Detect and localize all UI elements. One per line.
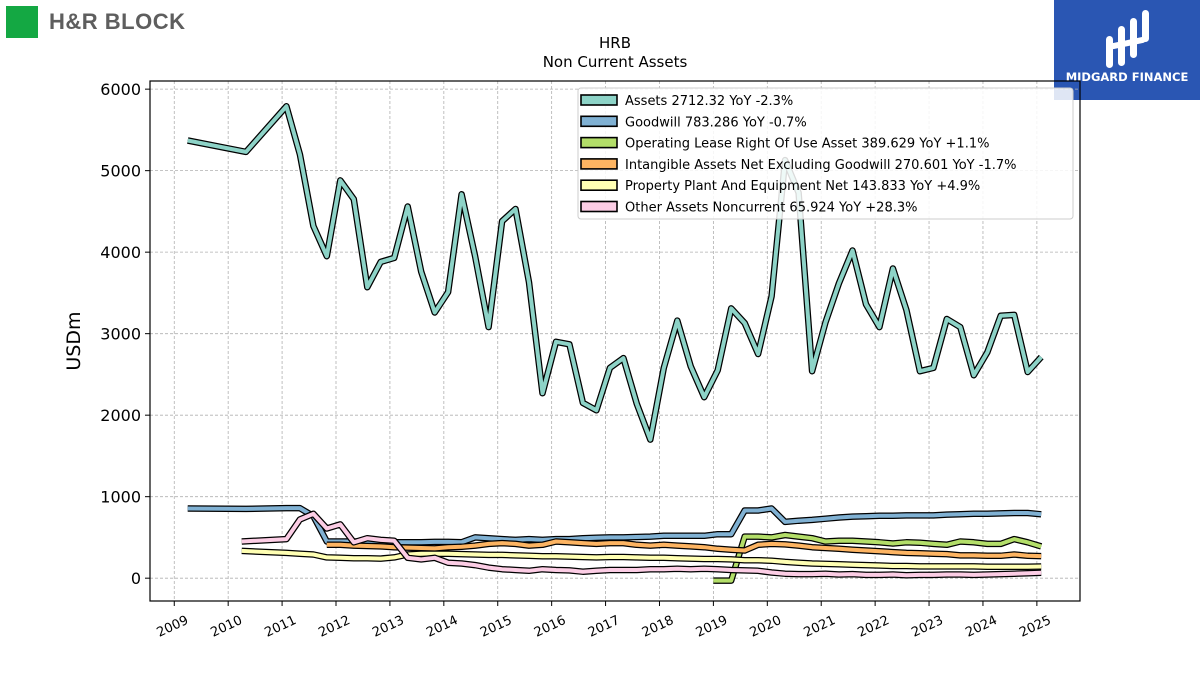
x-tick-label: 2017	[586, 613, 622, 641]
x-tick-label: 2024	[963, 613, 999, 641]
legend-box	[577, 87, 1074, 220]
legend-label: Assets 2712.32 YoY -2.3%	[625, 94, 793, 109]
x-tick-label: 2011	[262, 613, 298, 641]
x-tick-label: 2020	[748, 613, 784, 641]
series-2	[713, 531, 1043, 584]
x-tick-label: 2016	[532, 613, 568, 641]
series-line	[326, 539, 1042, 559]
legend-swatch	[580, 94, 618, 106]
x-tick-label: 2021	[802, 613, 838, 641]
x-tick-label: 2009	[155, 613, 191, 641]
midgard-emblem-icon	[1106, 10, 1149, 68]
legend-label: Intangible Assets Net Excluding Goodwill…	[625, 158, 1016, 173]
x-tick-label: 2023	[909, 613, 945, 641]
y-tick-label: 0	[131, 569, 141, 588]
x-tick-label: 2019	[694, 613, 730, 641]
y-axis: 0 1000 2000 3000 4000 5000 6000	[100, 80, 150, 588]
midgard-finance-logo-text: MIDGARD FINANCE	[1065, 70, 1189, 84]
series-5	[241, 510, 1042, 579]
legend-label: Property Plant And Equipment Net 143.833…	[625, 179, 980, 194]
y-tick-label: 2000	[100, 406, 141, 425]
y-tick-label: 4000	[100, 243, 141, 262]
legend-swatch	[580, 179, 618, 191]
legend-label: Other Assets Noncurrent 65.924 YoY +28.3…	[625, 201, 917, 216]
x-axis: 2009 2010 2011 2012 2013 2014 2015 2016 2017 2018…	[155, 601, 1054, 641]
legend-label: Goodwill 783.286 YoY -0.7%	[625, 115, 807, 130]
series-line	[241, 548, 1042, 569]
x-tick-label: 2014	[424, 613, 460, 641]
series-0	[187, 103, 1044, 443]
x-tick-label: 2022	[855, 613, 891, 641]
y-tick-label: 6000	[100, 80, 141, 99]
x-tick-label: 2013	[370, 613, 406, 641]
y-tick-label: 1000	[100, 488, 141, 507]
x-tick-label: 2010	[209, 613, 245, 641]
y-axis-label: USDm	[63, 311, 85, 370]
y-tick-label: 5000	[100, 162, 141, 181]
legend-swatch	[580, 158, 618, 170]
y-tick-label: 3000	[100, 325, 141, 344]
x-tick-label: 2018	[640, 613, 676, 641]
series-3	[326, 538, 1042, 560]
legend-swatch	[580, 115, 618, 128]
series-4	[241, 547, 1042, 571]
legend-swatch	[580, 200, 618, 213]
hr-block-logo-text: H&R BLOCK	[49, 9, 186, 34]
hr-block-logo: H&R BLOCK	[6, 6, 186, 38]
legend-label: Operating Lease Right Of Use Asset 389.6…	[625, 137, 989, 152]
x-tick-label: 2012	[316, 613, 352, 641]
x-tick-label: 2025	[1017, 613, 1053, 641]
hr-block-logo-mark	[6, 6, 38, 38]
chart-subtitle: Non Current Assets	[543, 53, 688, 71]
plot-frame	[149, 80, 1081, 602]
midgard-finance-logo: MIDGARD FINANCE	[1054, 0, 1200, 100]
series-line	[713, 533, 1042, 583]
chart-title: HRB	[599, 34, 631, 52]
x-tick-label: 2015	[478, 613, 514, 641]
legend: Assets 2712.32 YoY -2.3% Goodwill 783.286…	[577, 87, 1074, 220]
series-line	[187, 104, 1043, 442]
legend-swatch	[580, 136, 618, 149]
series-lines	[187, 103, 1044, 584]
series-line	[241, 511, 1042, 578]
